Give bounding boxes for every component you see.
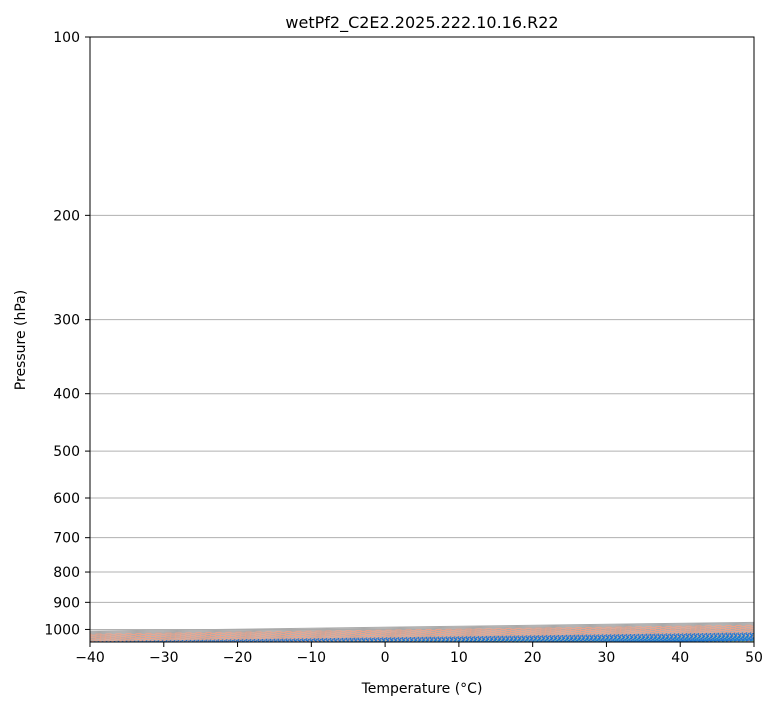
y-tick-label: 600 — [53, 491, 80, 507]
moist-adiabat-line — [473, 637, 754, 642]
moist-adiabat-line — [503, 638, 754, 642]
isotherm-line — [90, 621, 754, 632]
moist-adiabat-line — [311, 635, 754, 642]
mixing-ratio-line — [299, 635, 754, 642]
dry-adiabat-line — [263, 634, 754, 642]
isotherm-line — [90, 622, 754, 633]
dry-adiabat-line — [90, 630, 754, 641]
moist-adiabat-line — [591, 639, 754, 642]
isotherm-line — [311, 635, 754, 642]
dry-adiabat-line — [90, 629, 754, 640]
isotherm-line — [90, 632, 754, 642]
isotherm-line — [90, 630, 754, 641]
mixing-ratio-line — [600, 639, 754, 642]
axis-ticks: −40 −30 −20 −10 0 10 20 30 40 50 100 200 300 400 500 60… — [44, 30, 763, 666]
mixing-ratio-line — [468, 637, 754, 642]
isotherm-line — [90, 624, 754, 635]
isotherm-line — [606, 639, 754, 642]
mixing-ratio-line — [623, 639, 754, 642]
x-tick-label: 50 — [745, 650, 763, 666]
plot-frame — [89, 36, 755, 643]
mixing-ratio-line — [132, 633, 754, 642]
y-tick-label: 1000 — [44, 622, 80, 638]
chart-title: wetPf2_C2E2.2025.222.10.16.R22 — [285, 13, 558, 33]
mixing-ratio-line — [185, 633, 754, 642]
isotherm-line — [385, 636, 754, 642]
mixing-ratio-line — [436, 637, 754, 642]
isotherm-line — [90, 625, 754, 636]
moist-adiabat-line — [650, 640, 754, 642]
mixing-ratio-line — [365, 636, 754, 642]
mixing-ratio-line — [219, 634, 754, 642]
x-tick-label: −40 — [75, 650, 105, 666]
isotherm-line — [532, 638, 754, 642]
isotherm-line — [163, 633, 754, 642]
x-tick-label: 10 — [450, 650, 468, 666]
dry-adiabat-line — [90, 631, 754, 642]
dry-adiabat-line — [90, 628, 754, 639]
moist-adiabat-line — [680, 640, 754, 642]
x-tick-label: 30 — [598, 650, 616, 666]
isotherm-line — [237, 634, 754, 642]
dry-adiabat-line — [90, 627, 754, 638]
mixing-ratio-line — [492, 637, 754, 642]
dry-adiabat-line — [488, 637, 754, 642]
y-tick-label: 300 — [53, 313, 80, 329]
isotherm-line — [90, 628, 754, 639]
y-tick-label: 400 — [53, 387, 80, 403]
isotherm-line — [680, 640, 754, 642]
mixing-ratio-line — [90, 632, 754, 642]
x-axis-label: Temperature (°C) — [361, 681, 483, 697]
y-axis-label: Pressure (hPa) — [13, 290, 29, 390]
y-tick-label: 500 — [53, 444, 80, 460]
dry-adiabat-line — [712, 640, 754, 642]
x-tick-label: −10 — [297, 650, 327, 666]
y-tick-label: 700 — [53, 531, 80, 547]
moist-adiabat-line — [621, 639, 754, 642]
y-tick-label: 800 — [53, 565, 80, 581]
moist-adiabat-line — [532, 638, 754, 642]
x-tick-label: −20 — [223, 650, 253, 666]
isotherm-line — [90, 626, 754, 637]
isotherm-line — [753, 641, 754, 642]
dry-adiabat-line — [90, 626, 754, 637]
isotherm-line — [90, 631, 754, 642]
mixing-ratio-line — [394, 636, 754, 642]
isotherm-line — [90, 627, 754, 638]
moist-adiabat-line — [444, 637, 754, 642]
moist-adiabat-line — [562, 638, 754, 642]
x-tick-label: 40 — [671, 650, 689, 666]
dry-adiabat-line — [562, 638, 754, 642]
x-tick-label: −30 — [149, 650, 179, 666]
mixing-ratio-line — [546, 638, 754, 642]
mixing-ratio-line — [262, 634, 754, 642]
y-tick-label: 900 — [53, 595, 80, 611]
isotherm-line — [90, 629, 754, 640]
moist-adiabat-line — [385, 636, 754, 642]
dry-adiabat-line — [413, 636, 754, 642]
dry-adiabat-line — [114, 632, 754, 642]
mixing-ratio-line — [645, 639, 754, 642]
moist-adiabat-line — [709, 640, 754, 642]
y-tick-label: 100 — [53, 30, 80, 46]
background-lines — [90, 37, 754, 642]
x-tick-label: 20 — [524, 650, 542, 666]
dry-adiabat-line — [338, 635, 754, 642]
x-tick-label: 0 — [381, 650, 390, 666]
moist-adiabat-line — [414, 636, 754, 642]
y-tick-label: 200 — [53, 208, 80, 224]
dry-adiabat-line — [188, 633, 754, 642]
isotherm-line — [90, 623, 754, 634]
mixing-ratio-line — [573, 638, 754, 642]
isotherm-line — [458, 637, 754, 642]
dry-adiabat-line — [90, 624, 754, 635]
mixing-ratio-line — [326, 635, 754, 642]
dry-adiabat-line — [90, 625, 754, 636]
mixing-ratio-line — [522, 638, 754, 642]
